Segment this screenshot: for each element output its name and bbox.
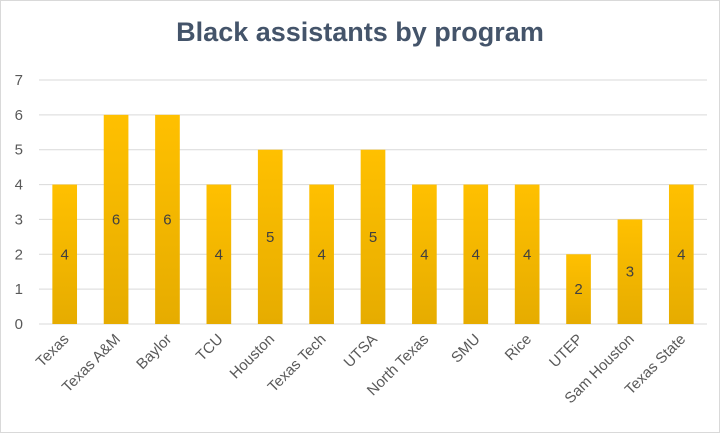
bar — [360, 149, 386, 324]
y-tick-label: 0 — [15, 316, 23, 333]
x-tick-label: TCU — [193, 331, 227, 365]
bar-data-label: 3 — [626, 264, 634, 281]
bar — [206, 184, 232, 324]
bar — [566, 254, 591, 324]
bar-data-label: 5 — [369, 229, 377, 246]
bar — [155, 114, 180, 324]
y-tick-label: 2 — [15, 246, 23, 263]
y-tick-label: 3 — [15, 211, 23, 228]
x-tick-label: UTEP — [546, 331, 586, 371]
bar — [412, 184, 437, 324]
bar — [309, 184, 334, 324]
bar — [617, 219, 643, 324]
x-tick-label: Texas — [33, 331, 73, 371]
bar — [514, 184, 540, 324]
bar — [52, 184, 78, 324]
bars — [52, 114, 694, 324]
x-tick-label: Rice — [502, 331, 535, 364]
bar-data-label: 6 — [112, 211, 120, 228]
y-axis-ticks: 0 1 2 3 4 5 6 7 — [15, 72, 23, 333]
bar — [463, 184, 489, 324]
bar — [103, 114, 129, 324]
bar — [257, 149, 283, 324]
bar-data-label: 4 — [523, 246, 531, 263]
bar-data-label: 4 — [61, 246, 69, 263]
x-tick-label: Houston — [227, 331, 279, 383]
y-tick-label: 1 — [15, 281, 23, 298]
y-tick-label: 5 — [15, 142, 23, 159]
bar-data-label: 4 — [215, 246, 223, 263]
data-labels: 4 6 6 4 5 4 5 4 4 4 2 3 4 — [61, 211, 686, 298]
x-tick-label: UTSA — [341, 331, 381, 371]
bar — [668, 184, 694, 324]
y-tick-label: 6 — [15, 107, 23, 124]
bar-data-label: 6 — [163, 211, 171, 228]
bar-data-label: 4 — [317, 246, 325, 263]
bar-data-label: 2 — [574, 281, 582, 298]
bar-data-label: 4 — [677, 246, 685, 263]
y-tick-label: 4 — [15, 177, 23, 194]
bar-data-label: 4 — [472, 246, 480, 263]
chart-title: Black assistants by program — [176, 17, 544, 47]
bar-data-label: 5 — [266, 229, 274, 246]
y-tick-label: 7 — [15, 72, 23, 89]
bar-data-label: 4 — [420, 246, 428, 263]
x-tick-label: Baylor — [133, 331, 175, 373]
x-tick-label: SMU — [448, 331, 484, 367]
